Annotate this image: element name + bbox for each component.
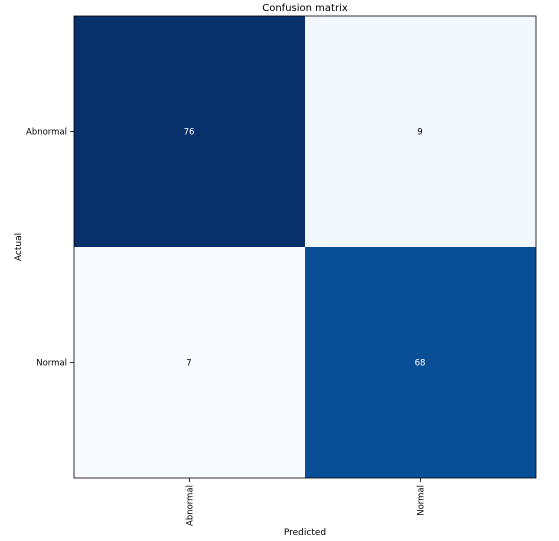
chart-title: Confusion matrix [262,3,348,14]
y-tick-label-1: Normal [36,359,67,369]
x-tick-label-1: Normal [417,485,427,516]
heatmap-cell-r0-c1 [305,16,536,247]
heatmap-cell-r0-c0 [74,16,305,247]
cell-value-labels: 76 9 7 68 [184,128,426,369]
x-axis-label: Predicted [284,528,326,538]
plot-frame [73,15,537,479]
cell-value-r1-c1: 68 [415,359,426,369]
heatmap-cell-r1-c0 [74,247,305,478]
x-tick-label-0: Abnormal [186,485,196,526]
y-axis-label: Actual [14,233,24,261]
y-tick-label-0: Abnormal [26,128,67,138]
heatmap-cells [74,16,536,478]
cell-value-r0-c1: 9 [417,128,422,138]
cell-value-r0-c0: 76 [184,128,195,138]
cell-value-r1-c0: 7 [186,359,191,369]
x-axis-ticks: Abnormal Normal [186,478,427,526]
y-axis-ticks: Abnormal Normal [26,128,74,369]
heatmap-cell-r1-c1 [305,247,536,478]
